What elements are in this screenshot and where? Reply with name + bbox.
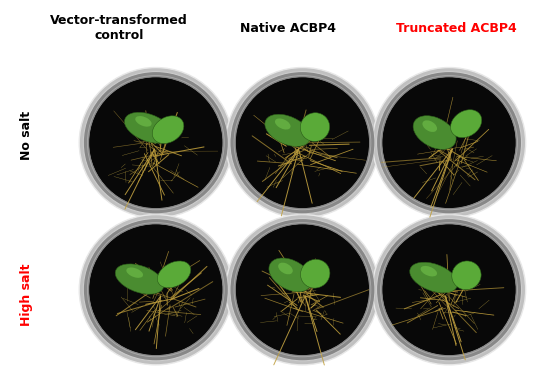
Ellipse shape	[230, 71, 375, 214]
Ellipse shape	[382, 77, 516, 208]
Ellipse shape	[423, 120, 437, 132]
Ellipse shape	[115, 264, 164, 294]
Ellipse shape	[300, 113, 330, 141]
Text: High salt: High salt	[20, 264, 33, 326]
Ellipse shape	[83, 71, 228, 214]
Text: Native ACBP4: Native ACBP4	[240, 22, 336, 35]
Ellipse shape	[157, 261, 191, 288]
Ellipse shape	[230, 218, 375, 361]
Ellipse shape	[451, 110, 482, 138]
Ellipse shape	[269, 258, 312, 292]
Ellipse shape	[135, 116, 151, 127]
Ellipse shape	[79, 68, 233, 218]
Ellipse shape	[226, 68, 379, 218]
Ellipse shape	[376, 218, 521, 361]
Ellipse shape	[301, 259, 330, 288]
Ellipse shape	[452, 261, 481, 290]
Ellipse shape	[226, 215, 379, 365]
Ellipse shape	[278, 262, 293, 274]
Ellipse shape	[376, 71, 521, 214]
Ellipse shape	[153, 116, 184, 144]
Ellipse shape	[83, 218, 228, 361]
Ellipse shape	[373, 215, 526, 365]
Ellipse shape	[382, 224, 516, 355]
Ellipse shape	[126, 267, 143, 278]
Ellipse shape	[89, 224, 223, 355]
Ellipse shape	[373, 68, 526, 218]
Ellipse shape	[410, 262, 458, 293]
Text: No salt: No salt	[20, 111, 33, 160]
Ellipse shape	[265, 114, 310, 147]
Ellipse shape	[420, 266, 437, 276]
Ellipse shape	[125, 112, 172, 143]
Ellipse shape	[79, 215, 233, 365]
Text: Truncated ACBP4: Truncated ACBP4	[396, 22, 517, 35]
Ellipse shape	[413, 116, 456, 149]
Ellipse shape	[275, 118, 291, 129]
Ellipse shape	[89, 77, 223, 208]
Ellipse shape	[235, 77, 369, 208]
Ellipse shape	[235, 224, 369, 355]
Text: Vector-transformed
control: Vector-transformed control	[50, 14, 188, 42]
